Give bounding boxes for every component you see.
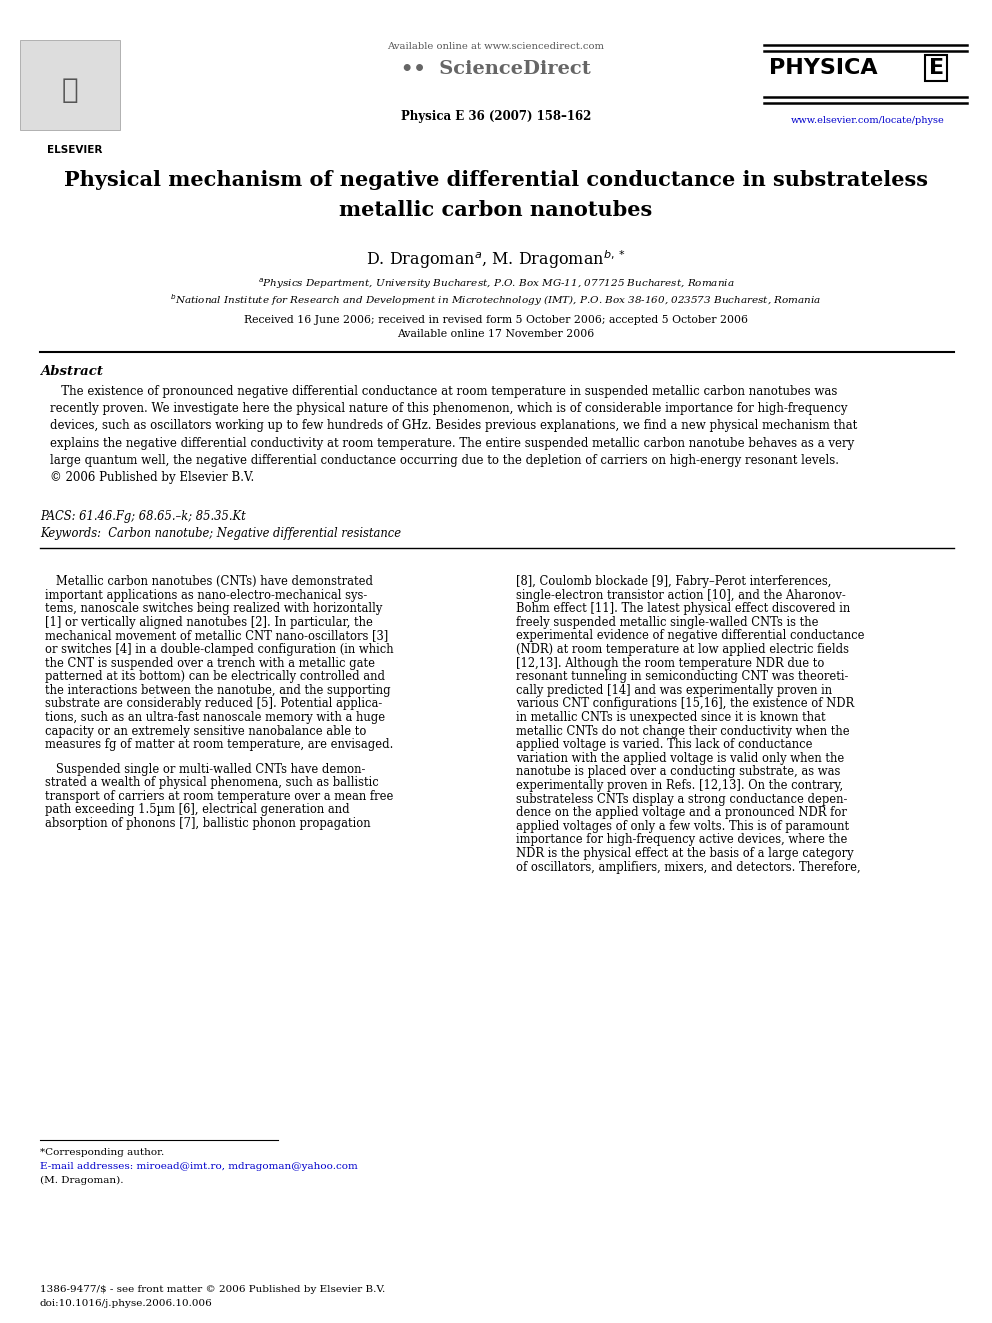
Text: dence on the applied voltage and a pronounced NDR for: dence on the applied voltage and a prono… — [516, 806, 847, 819]
Text: Physica E 36 (2007) 158–162: Physica E 36 (2007) 158–162 — [401, 110, 591, 123]
Text: tions, such as an ultra-fast nanoscale memory with a huge: tions, such as an ultra-fast nanoscale m… — [45, 710, 385, 724]
Text: patterned at its bottom) can be electrically controlled and: patterned at its bottom) can be electric… — [45, 671, 385, 683]
Text: Keywords:  Carbon nanotube; Negative differential resistance: Keywords: Carbon nanotube; Negative diff… — [40, 527, 401, 540]
Text: applied voltage is varied. This lack of conductance: applied voltage is varied. This lack of … — [516, 738, 812, 751]
Text: single-electron transistor action [10], and the Aharonov-: single-electron transistor action [10], … — [516, 589, 845, 602]
Text: PACS: 61.46.Fg; 68.65.–k; 85.35.Kt: PACS: 61.46.Fg; 68.65.–k; 85.35.Kt — [40, 509, 245, 523]
Text: nanotube is placed over a conducting substrate, as was: nanotube is placed over a conducting sub… — [516, 766, 840, 778]
Text: (NDR) at room temperature at low applied electric fields: (NDR) at room temperature at low applied… — [516, 643, 849, 656]
Text: Physical mechanism of negative differential conductance in substrateless: Physical mechanism of negative different… — [64, 169, 928, 191]
Text: tems, nanoscale switches being realized with horizontally: tems, nanoscale switches being realized … — [45, 602, 382, 615]
Text: metallic carbon nanotubes: metallic carbon nanotubes — [339, 200, 653, 220]
Text: www.elsevier.com/locate/physe: www.elsevier.com/locate/physe — [792, 116, 944, 124]
Text: E: E — [929, 58, 943, 78]
Text: measures fg of matter at room temperature, are envisaged.: measures fg of matter at room temperatur… — [45, 738, 393, 751]
Text: E-mail addresses: miroead@imt.ro, mdragoman@yahoo.com: E-mail addresses: miroead@imt.ro, mdrago… — [40, 1162, 357, 1171]
Text: in metallic CNTs is unexpected since it is known that: in metallic CNTs is unexpected since it … — [516, 710, 825, 724]
Text: experimental evidence of negative differential conductance: experimental evidence of negative differ… — [516, 630, 864, 643]
Text: Available online 17 November 2006: Available online 17 November 2006 — [398, 329, 594, 339]
Text: Suspended single or multi-walled CNTs have demon-: Suspended single or multi-walled CNTs ha… — [45, 762, 365, 775]
Text: ••  ScienceDirect: •• ScienceDirect — [401, 60, 591, 78]
Text: Available online at www.sciencedirect.com: Available online at www.sciencedirect.co… — [388, 42, 604, 52]
Text: capacity or an extremely sensitive nanobalance able to: capacity or an extremely sensitive nanob… — [45, 725, 366, 738]
Text: absorption of phonons [7], ballistic phonon propagation: absorption of phonons [7], ballistic pho… — [45, 818, 370, 830]
Text: importance for high-frequency active devices, where the: importance for high-frequency active dev… — [516, 833, 847, 847]
Text: resonant tunneling in semiconducting CNT was theoreti-: resonant tunneling in semiconducting CNT… — [516, 671, 848, 683]
Text: of oscillators, amplifiers, mixers, and detectors. Therefore,: of oscillators, amplifiers, mixers, and … — [516, 860, 860, 873]
Text: applied voltages of only a few volts. This is of paramount: applied voltages of only a few volts. Th… — [516, 820, 849, 832]
Text: [1] or vertically aligned nanotubes [2]. In particular, the: [1] or vertically aligned nanotubes [2].… — [45, 615, 373, 628]
Text: 1386-9477/$ - see front matter © 2006 Published by Elsevier B.V.: 1386-9477/$ - see front matter © 2006 Pu… — [40, 1285, 385, 1294]
Text: 🌲: 🌲 — [62, 75, 78, 105]
Text: substrateless CNTs display a strong conductance depen-: substrateless CNTs display a strong cond… — [516, 792, 847, 806]
Text: Received 16 June 2006; received in revised form 5 October 2006; accepted 5 Octob: Received 16 June 2006; received in revis… — [244, 315, 748, 325]
Text: cally predicted [14] and was experimentally proven in: cally predicted [14] and was experimenta… — [516, 684, 832, 697]
Text: $^b$National Institute for Research and Development in Microtechnology (IMT), P.: $^b$National Institute for Research and … — [171, 292, 821, 308]
Text: (M. Dragoman).: (M. Dragoman). — [40, 1176, 123, 1185]
Text: experimentally proven in Refs. [12,13]. On the contrary,: experimentally proven in Refs. [12,13]. … — [516, 779, 843, 792]
Text: $^a$Physics Department, University Bucharest, P.O. Box MG-11, 077125 Bucharest, : $^a$Physics Department, University Bucha… — [258, 277, 734, 291]
Text: The existence of pronounced negative differential conductance at room temperatur: The existence of pronounced negative dif… — [50, 385, 857, 484]
Text: variation with the applied voltage is valid only when the: variation with the applied voltage is va… — [516, 751, 844, 765]
Text: path exceeding 1.5µm [6], electrical generation and: path exceeding 1.5µm [6], electrical gen… — [45, 803, 349, 816]
Text: Abstract: Abstract — [40, 365, 103, 378]
Text: [8], Coulomb blockade [9], Fabry–Perot interferences,: [8], Coulomb blockade [9], Fabry–Perot i… — [516, 576, 831, 587]
Text: metallic CNTs do not change their conductivity when the: metallic CNTs do not change their conduc… — [516, 725, 849, 738]
Text: ELSEVIER: ELSEVIER — [47, 146, 102, 155]
Text: substrate are considerably reduced [5]. Potential applica-: substrate are considerably reduced [5]. … — [45, 697, 382, 710]
Text: transport of carriers at room temperature over a mean free: transport of carriers at room temperatur… — [45, 790, 393, 803]
Text: freely suspended metallic single-walled CNTs is the: freely suspended metallic single-walled … — [516, 615, 818, 628]
Text: Metallic carbon nanotubes (CNTs) have demonstrated: Metallic carbon nanotubes (CNTs) have de… — [45, 576, 373, 587]
Bar — [20, 40, 120, 130]
Text: doi:10.1016/j.physe.2006.10.006: doi:10.1016/j.physe.2006.10.006 — [40, 1299, 212, 1308]
Text: NDR is the physical effect at the basis of a large category: NDR is the physical effect at the basis … — [516, 847, 853, 860]
Text: *Corresponding author.: *Corresponding author. — [40, 1148, 164, 1158]
Text: the CNT is suspended over a trench with a metallic gate: the CNT is suspended over a trench with … — [45, 656, 375, 669]
Text: PHYSICA: PHYSICA — [769, 58, 885, 78]
Text: strated a wealth of physical phenomena, such as ballistic: strated a wealth of physical phenomena, … — [45, 777, 378, 790]
Text: D. Dragoman$^a$, M. Dragoman$^{b,*}$: D. Dragoman$^a$, M. Dragoman$^{b,*}$ — [366, 247, 626, 271]
Text: important applications as nano-electro-mechanical sys-: important applications as nano-electro-m… — [45, 589, 367, 602]
Text: various CNT configurations [15,16], the existence of NDR: various CNT configurations [15,16], the … — [516, 697, 854, 710]
Text: mechanical movement of metallic CNT nano-oscillators [3]: mechanical movement of metallic CNT nano… — [45, 630, 388, 643]
Text: [12,13]. Although the room temperature NDR due to: [12,13]. Although the room temperature N… — [516, 656, 824, 669]
Text: or switches [4] in a double-clamped configuration (in which: or switches [4] in a double-clamped conf… — [45, 643, 393, 656]
Text: Bohm effect [11]. The latest physical effect discovered in: Bohm effect [11]. The latest physical ef… — [516, 602, 850, 615]
Text: the interactions between the nanotube, and the supporting: the interactions between the nanotube, a… — [45, 684, 390, 697]
